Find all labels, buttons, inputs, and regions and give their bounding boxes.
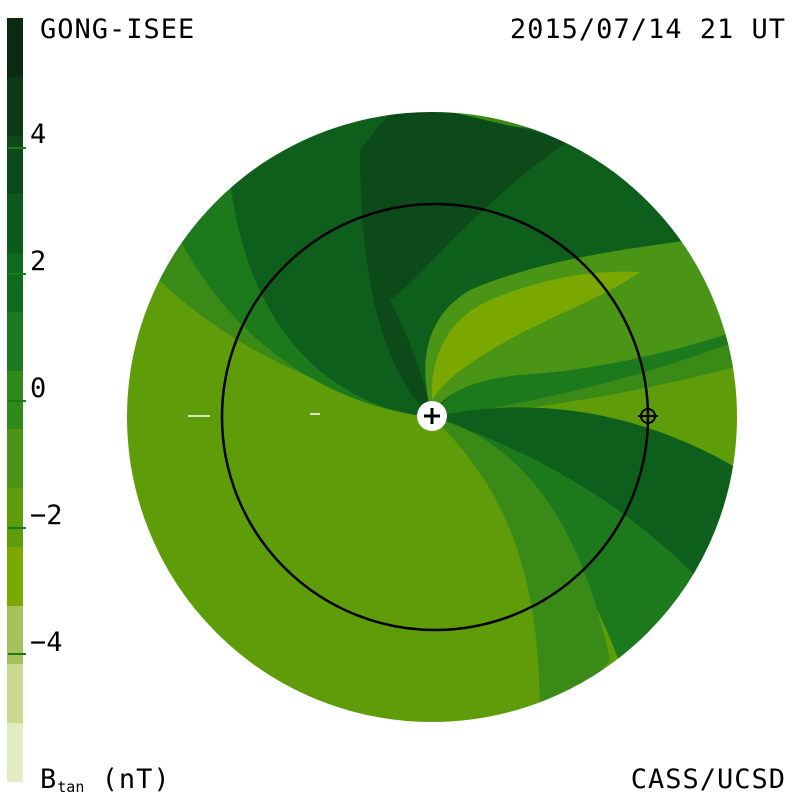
colorbar-level <box>7 253 23 312</box>
colorbar-subscript: tan <box>57 778 85 796</box>
colorbar-level <box>7 429 23 489</box>
colorbar-level <box>7 18 23 77</box>
earth-icon <box>638 406 658 426</box>
source-label: GONG-ISEE <box>40 14 196 45</box>
colorbar-level <box>7 546 23 606</box>
colorbar-level <box>7 488 23 547</box>
sector-band-dark <box>230 111 720 417</box>
sector-band-darkest <box>360 111 570 417</box>
credit-label: CASS/UCSD <box>630 764 786 795</box>
colorbar-level <box>7 605 23 665</box>
colorbar-quantity: B <box>40 764 58 795</box>
colorbar-level <box>7 723 23 782</box>
colorbar-level <box>7 76 23 136</box>
colorbar-level <box>7 664 23 724</box>
colorbar-tick-label: 4 <box>30 119 47 150</box>
sector-light-wedge <box>425 240 738 417</box>
colorbar-tick-label: 2 <box>30 246 47 277</box>
colorbar-tick <box>8 400 26 402</box>
sector-lightest-wedge <box>431 271 640 400</box>
colorbar-level <box>7 194 23 254</box>
datetime-label: 2015/07/14 21 UT <box>509 14 786 45</box>
colorbar-tick-label: −2 <box>30 500 63 531</box>
colorbar-tick <box>8 147 26 149</box>
colorbar-level <box>7 135 23 195</box>
colorbar-level <box>7 311 23 371</box>
colorbar-tick <box>8 527 26 529</box>
colorbar-unit: (nT) <box>101 764 171 795</box>
colorbar-tick-label: −4 <box>30 627 63 658</box>
sun-marker <box>417 401 447 431</box>
colorbar-level <box>7 370 23 430</box>
colorbar-tick <box>8 653 26 655</box>
sector-band-lower-right-dark <box>432 407 738 580</box>
colorbar-tick <box>8 273 26 275</box>
colorbar-tick-label: 0 <box>30 373 47 404</box>
colorbar <box>7 18 23 782</box>
sector-band-lower-mid <box>432 417 610 720</box>
colorbar-unit-label: Btan (nT) <box>40 766 171 795</box>
